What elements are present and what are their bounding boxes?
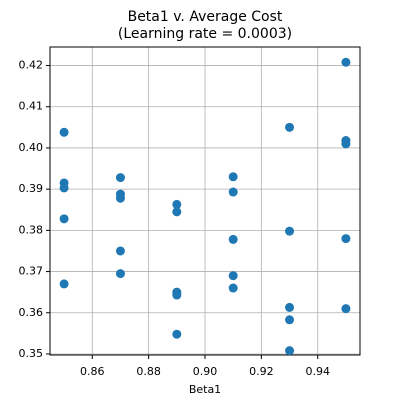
x-tick-label: 0.90: [193, 365, 218, 378]
x-tick-label: 0.92: [249, 365, 274, 378]
point: [59, 127, 69, 137]
point: [228, 172, 238, 182]
point: [285, 226, 295, 236]
point: [228, 187, 238, 197]
point: [59, 183, 69, 193]
x-tick-label: 0.86: [80, 365, 105, 378]
y-tick-label: 0.39: [19, 182, 44, 195]
y-tick-label: 0.40: [19, 141, 44, 154]
point: [341, 304, 351, 314]
plot-frame: [49, 46, 361, 356]
y-tick-label: 0.35: [19, 347, 44, 360]
point: [285, 346, 295, 356]
x-tick-label: 0.88: [136, 365, 161, 378]
point: [285, 302, 295, 312]
point: [341, 139, 351, 149]
point: [115, 246, 125, 256]
point: [172, 290, 182, 300]
point: [341, 57, 351, 67]
point: [285, 315, 295, 325]
x-axis-label: Beta1: [189, 383, 221, 396]
y-tick-label: 0.36: [19, 306, 44, 319]
y-tick-label: 0.38: [19, 223, 44, 236]
point: [341, 234, 351, 244]
chart-subtitle: (Learning rate = 0.0003): [118, 26, 292, 42]
point: [172, 329, 182, 339]
chart-title: Beta1 v. Average Cost: [128, 9, 283, 25]
point: [115, 269, 125, 279]
point: [59, 214, 69, 224]
x-tick-label: 0.94: [305, 365, 330, 378]
point: [59, 279, 69, 289]
point: [115, 193, 125, 203]
point: [172, 207, 182, 217]
y-tick-label: 0.37: [19, 265, 44, 278]
point: [228, 234, 238, 244]
point: [228, 283, 238, 293]
point: [228, 271, 238, 281]
point: [115, 173, 125, 183]
y-tick-label: 0.41: [19, 100, 44, 113]
point: [285, 122, 295, 132]
y-tick-label: 0.42: [19, 59, 44, 72]
point: [172, 199, 182, 209]
